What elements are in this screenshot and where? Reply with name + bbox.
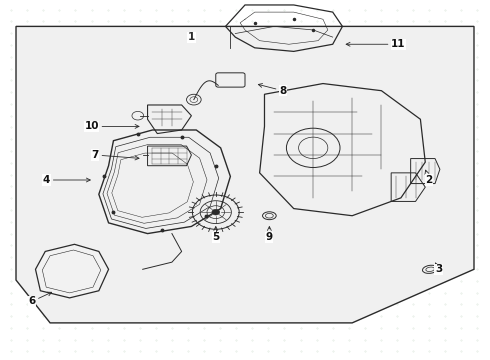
Polygon shape [35, 244, 109, 298]
Text: 2: 2 [425, 170, 433, 185]
Circle shape [212, 209, 220, 215]
Polygon shape [16, 26, 474, 323]
Text: 4: 4 [43, 175, 90, 185]
Text: 7: 7 [92, 150, 139, 160]
Text: 10: 10 [84, 121, 139, 131]
Text: 3: 3 [435, 263, 442, 274]
Text: 11: 11 [346, 39, 406, 49]
Text: 9: 9 [266, 226, 273, 242]
Text: 6: 6 [28, 292, 51, 306]
Text: 5: 5 [212, 226, 220, 242]
Text: 8: 8 [258, 84, 286, 96]
Text: 1: 1 [188, 32, 195, 42]
